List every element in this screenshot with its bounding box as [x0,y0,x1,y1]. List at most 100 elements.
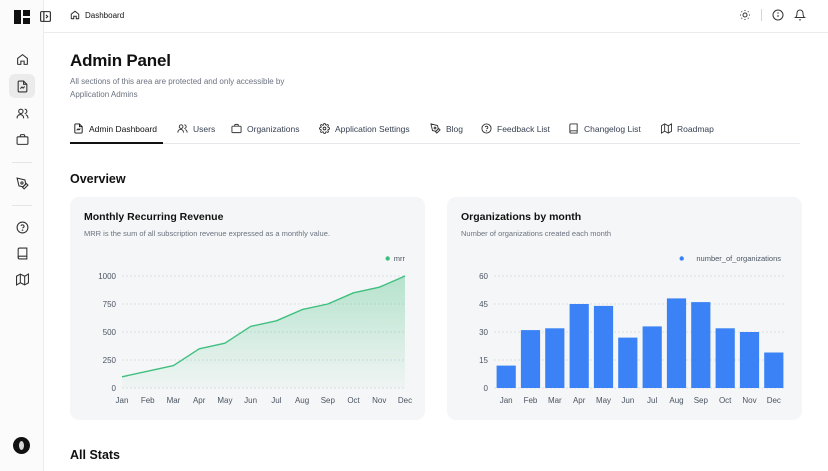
sidebar-item-organizations[interactable] [9,127,35,151]
sun-icon[interactable] [739,9,751,21]
legend-label: mrr [394,254,406,263]
bar [739,332,760,388]
sidebar-item-users[interactable] [9,101,35,125]
tab-label: Organizations [247,123,300,134]
tab-organizations[interactable]: Organizations [231,123,299,134]
active-tab-indicator [70,142,163,144]
y-tick-label: 1000 [98,272,116,281]
y-tick-label: 45 [479,300,488,309]
mrr-chart: 0 250 500 750 1000 Jan Feb Mar Apr May Jun Jul Aug Se… [98,254,412,405]
x-tick-label: Jan [500,396,513,405]
bar [520,330,541,388]
x-tick-label: Feb [141,396,155,405]
y-tick-label: 15 [479,356,488,365]
sidebar-item-changelog[interactable] [9,241,35,265]
breadcrumb[interactable]: Dashboard [70,10,124,20]
info-icon[interactable] [772,9,784,21]
bell-icon[interactable] [794,9,806,21]
sidebar [0,0,44,471]
home-icon [16,53,28,65]
bar [593,305,614,388]
sidebar-item-feedback[interactable] [9,215,35,239]
chart-card-organizations: Organizations by month Number of organiz… [447,197,802,420]
x-tick-label: Sep [694,396,709,405]
y-tick-label: 0 [112,384,117,393]
book-icon [569,123,578,134]
tab-roadmap[interactable]: Roadmap [661,123,714,134]
briefcase-icon [16,133,28,145]
tab-label: Blog [446,123,464,134]
users-icon [16,108,28,118]
x-tick-label: Jun [244,396,257,405]
help-circle-icon [16,221,28,233]
tab-label: Feedback List [497,123,550,134]
page-title: Admin Panel [70,51,171,70]
tab-feedback-list[interactable]: Feedback List [481,123,550,134]
bar [666,298,687,388]
admin-tabs: Admin Dashboard Users Organizations Appl… [70,117,800,144]
x-tick-label: Dec [767,396,781,405]
x-tick-label: May [596,396,611,405]
sidebar-divider [12,205,32,206]
legend-label: number_of_organizations [696,254,781,263]
sidebar-divider [12,162,32,163]
chart-title: Organizations by month [461,211,582,223]
topbar-divider [761,9,762,21]
pen-icon [430,123,441,134]
page-description: All sections of this area are protected … [70,77,285,99]
chart-subtitle: Number of organizations created each mon… [461,229,612,238]
pen-icon [15,176,29,190]
mrr-area [122,276,405,388]
app-logo[interactable] [14,10,30,24]
y-tick-label: 0 [484,384,489,393]
sidebar-item-blog[interactable] [9,171,35,195]
section-title-all-stats: All Stats [70,448,121,462]
x-tick-label: Apr [193,396,206,405]
breadcrumb-label: Dashboard [85,10,125,20]
home-icon [70,10,80,20]
map-icon [661,123,672,134]
y-tick-label: 500 [103,328,117,337]
bar [642,326,662,388]
x-tick-label: Jan [116,396,129,405]
bar [618,337,638,388]
x-tick-label: Feb [524,396,538,405]
settings-icon [319,123,330,134]
tab-blog[interactable]: Blog [430,123,463,134]
chart-card-mrr: Monthly Recurring Revenue MRR is the sum… [70,197,425,420]
x-tick-label: Dec [398,396,412,405]
y-tick-label: 30 [479,328,488,337]
mrr-line [121,275,406,378]
tab-changelog-list[interactable]: Changelog List [568,123,641,134]
tab-users[interactable]: Users [177,123,215,134]
briefcase-icon [231,123,242,134]
legend-marker [679,256,684,261]
x-tick-label: Sep [321,396,336,405]
user-avatar[interactable] [13,437,30,454]
x-tick-label: Nov [742,396,756,405]
x-tick-label: Jun [621,396,634,405]
chart-subtitle: MRR is the sum of all subscription reven… [84,229,330,238]
file-chart-icon [17,80,27,92]
file-chart-icon [74,123,83,134]
section-title-overview: Overview [70,172,126,186]
tab-label: Roadmap [677,123,714,134]
x-tick-label: Aug [295,396,309,405]
help-circle-icon [481,123,492,134]
bar [545,328,565,388]
topbar: Dashboard [40,0,828,33]
x-tick-label: Mar [548,396,562,405]
sidebar-item-roadmap[interactable] [9,267,35,291]
tab-admin-dashboard[interactable]: Admin Dashboard [73,123,157,134]
y-tick-label: 60 [479,272,488,281]
x-tick-label: Nov [372,396,386,405]
tab-label: Application Settings [335,123,410,134]
x-tick-label: Oct [719,396,732,405]
bar [715,328,735,388]
sidebar-toggle-icon[interactable] [39,10,52,23]
bar [569,304,589,388]
sidebar-item-home[interactable] [9,47,35,71]
bar [496,365,516,388]
sidebar-item-admin-dashboard[interactable] [9,74,35,98]
tab-application-settings[interactable]: Application Settings [319,123,410,134]
